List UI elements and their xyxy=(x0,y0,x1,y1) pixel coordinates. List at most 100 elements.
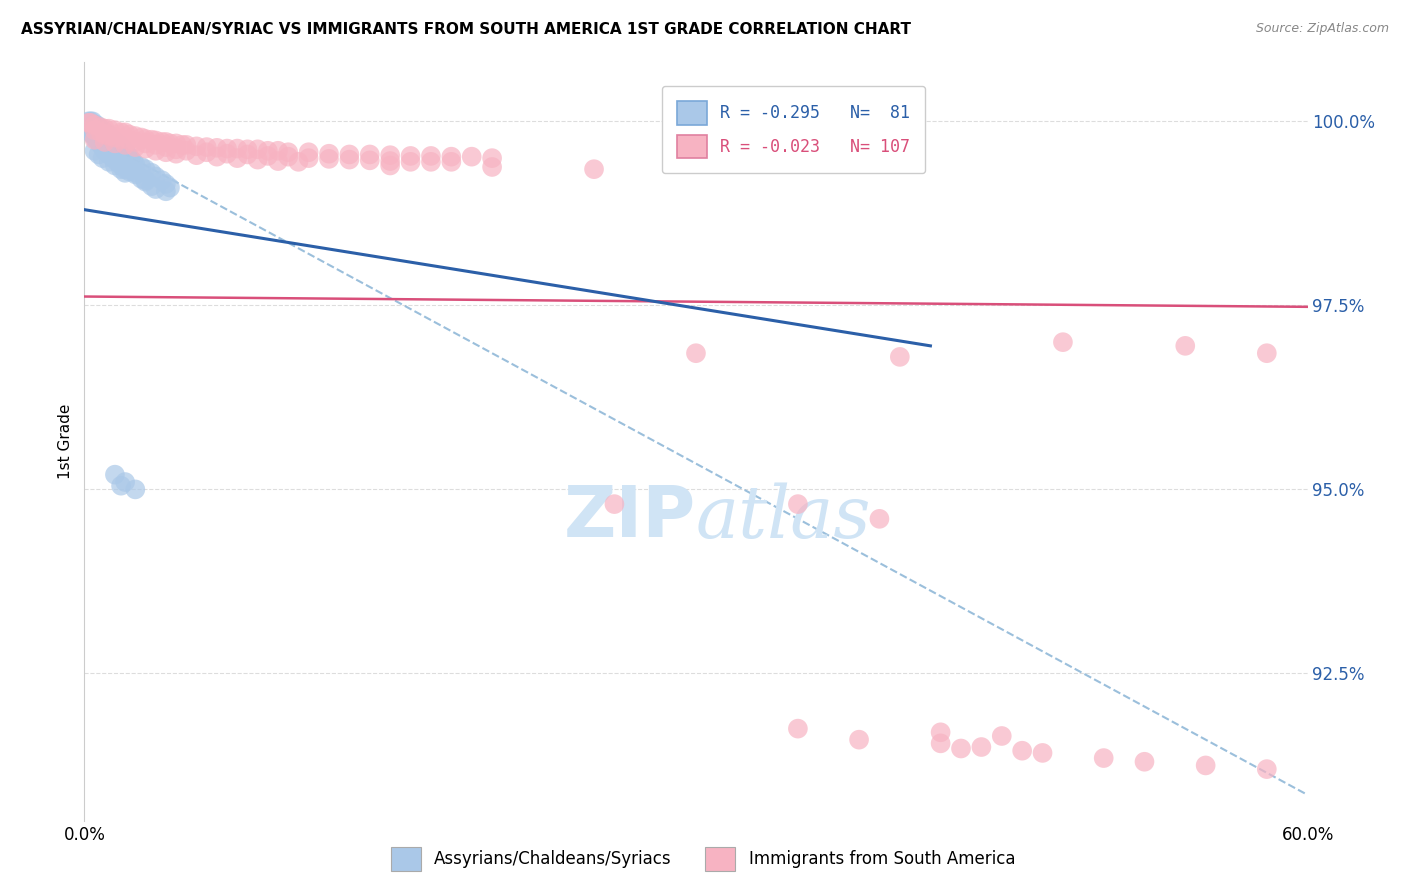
Point xyxy=(205,150,228,164)
Point xyxy=(246,153,269,167)
Point xyxy=(267,144,290,158)
Point xyxy=(141,179,163,194)
Point xyxy=(226,142,249,156)
Point xyxy=(83,118,105,132)
Point xyxy=(195,145,218,160)
Point xyxy=(83,133,105,147)
Point xyxy=(97,129,120,144)
Point xyxy=(110,132,132,146)
Point xyxy=(145,144,167,158)
Point xyxy=(246,142,269,156)
Point xyxy=(1092,751,1115,765)
Point xyxy=(90,120,112,135)
Point xyxy=(145,182,167,196)
Point xyxy=(118,164,141,178)
Point xyxy=(112,142,135,156)
Point xyxy=(93,144,115,158)
Point xyxy=(114,137,136,152)
Point xyxy=(318,152,340,166)
Point xyxy=(110,162,132,177)
Point xyxy=(104,144,127,158)
Point xyxy=(929,725,952,739)
Point xyxy=(90,137,112,152)
Point xyxy=(86,133,108,147)
Point xyxy=(1032,746,1054,760)
Point xyxy=(950,741,973,756)
Point xyxy=(124,135,146,149)
Point xyxy=(298,145,321,160)
Text: atlas: atlas xyxy=(696,482,872,553)
Point xyxy=(83,144,105,158)
Point xyxy=(165,146,187,161)
Point xyxy=(145,137,167,152)
Point xyxy=(440,154,463,169)
Point xyxy=(101,151,124,165)
Point xyxy=(105,136,128,151)
Point xyxy=(108,137,131,152)
Point xyxy=(114,166,136,180)
Point xyxy=(79,125,101,139)
Point xyxy=(100,137,122,152)
Point xyxy=(155,135,177,149)
Point xyxy=(267,154,290,169)
Point xyxy=(91,130,114,145)
Point xyxy=(83,121,105,136)
Point xyxy=(172,137,194,152)
Point xyxy=(93,135,115,149)
Point xyxy=(135,175,157,189)
Point xyxy=(150,135,173,149)
Point xyxy=(359,153,381,168)
Point xyxy=(104,123,127,137)
Y-axis label: 1st Grade: 1st Grade xyxy=(58,404,73,479)
Legend: Assyrians/Chaldeans/Syriacs, Immigrants from South America: Assyrians/Chaldeans/Syriacs, Immigrants … xyxy=(382,839,1024,880)
Point xyxy=(787,497,810,511)
Point xyxy=(110,151,132,165)
Point xyxy=(93,121,115,136)
Point xyxy=(195,140,218,154)
Point xyxy=(155,140,177,154)
Point xyxy=(105,147,128,161)
Point xyxy=(87,135,110,149)
Point xyxy=(110,140,132,154)
Point xyxy=(97,129,120,144)
Point xyxy=(298,151,321,165)
Point xyxy=(380,159,402,173)
Point xyxy=(135,173,157,187)
Point xyxy=(141,133,163,147)
Point xyxy=(135,162,157,177)
Point xyxy=(77,114,100,128)
Point xyxy=(101,133,124,147)
Point xyxy=(79,114,101,128)
Point xyxy=(124,483,146,497)
Point xyxy=(124,157,146,171)
Point xyxy=(461,150,484,164)
Point xyxy=(174,144,197,158)
Point xyxy=(79,116,101,130)
Point xyxy=(159,136,181,151)
Point xyxy=(236,147,259,161)
Point xyxy=(1195,758,1218,772)
Point xyxy=(603,497,626,511)
Point xyxy=(97,147,120,161)
Point xyxy=(420,154,443,169)
Point xyxy=(120,153,142,167)
Point xyxy=(236,142,259,156)
Point xyxy=(124,166,146,180)
Point xyxy=(583,162,606,177)
Point xyxy=(848,732,870,747)
Point xyxy=(1052,335,1074,350)
Point xyxy=(93,128,115,142)
Point xyxy=(110,125,132,139)
Point xyxy=(1133,755,1156,769)
Point xyxy=(90,128,112,142)
Point xyxy=(929,736,952,750)
Point xyxy=(114,475,136,489)
Point xyxy=(205,141,228,155)
Point xyxy=(481,160,503,174)
Point xyxy=(226,151,249,165)
Point xyxy=(124,140,146,154)
Point xyxy=(93,133,115,147)
Point xyxy=(217,142,239,156)
Point xyxy=(83,118,105,132)
Point xyxy=(186,148,208,162)
